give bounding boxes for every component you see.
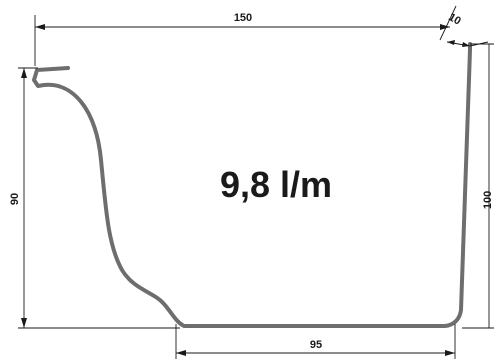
dimension-left-label: 90 bbox=[9, 193, 21, 205]
capacity-label: 9,8 l/m bbox=[220, 164, 332, 205]
dimension-right: 100 bbox=[462, 43, 494, 329]
dimension-lip-label: 10 bbox=[446, 11, 463, 28]
dimension-top-label: 150 bbox=[234, 12, 252, 24]
dimension-left: 90 bbox=[9, 67, 180, 329]
dimension-bottom-label: 95 bbox=[310, 339, 322, 351]
dimension-top: 150 bbox=[34, 12, 450, 66]
dimension-right-label: 100 bbox=[482, 191, 494, 209]
gutter-profile-outline bbox=[32, 42, 472, 328]
dimension-bottom: 95 bbox=[175, 324, 456, 359]
